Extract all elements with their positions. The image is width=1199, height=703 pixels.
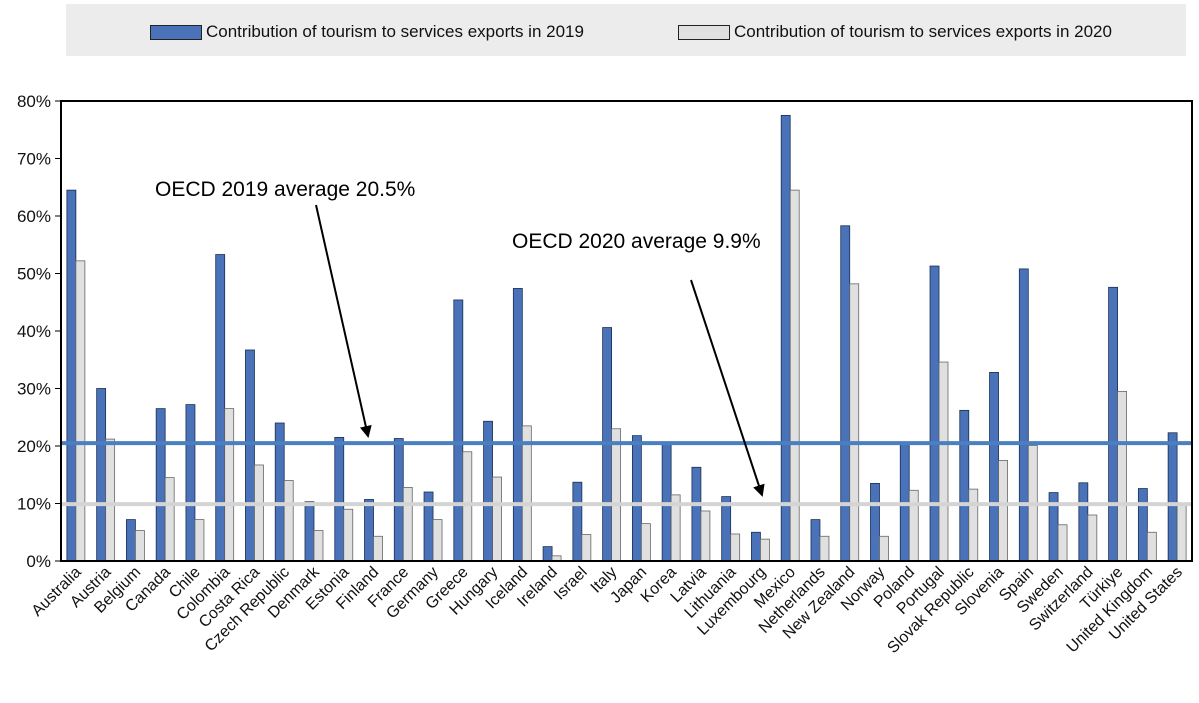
bar-2019 bbox=[453, 299, 464, 562]
x-tick-label: Israel bbox=[551, 564, 591, 604]
bar-2019 bbox=[780, 114, 791, 562]
bar-2020 bbox=[908, 489, 919, 562]
bar-2020 bbox=[998, 459, 1008, 562]
bar-2019 bbox=[1018, 268, 1029, 562]
bar-2019 bbox=[751, 531, 761, 562]
legend-item-2020: Contribution of tourism to services expo… bbox=[678, 22, 1112, 42]
bar-2019 bbox=[721, 496, 732, 562]
bar-2020 bbox=[194, 519, 205, 562]
bar-2019 bbox=[185, 404, 196, 562]
bar-2020 bbox=[105, 438, 116, 562]
bar-2020 bbox=[760, 538, 770, 562]
bar-2019 bbox=[1078, 482, 1089, 562]
y-tick-label: 70% bbox=[17, 150, 51, 169]
annotation-oecd-2019: OECD 2019 average 20.5% bbox=[155, 178, 415, 201]
bar-2019 bbox=[393, 438, 404, 562]
y-tick-label: 30% bbox=[17, 380, 51, 399]
bar-2019 bbox=[155, 408, 166, 562]
bar-2019 bbox=[870, 482, 880, 562]
bar-2019 bbox=[959, 409, 970, 562]
bar-2020 bbox=[879, 535, 889, 562]
bar-2020 bbox=[343, 508, 354, 562]
bar-2020 bbox=[1057, 524, 1068, 562]
bar-2020 bbox=[254, 464, 264, 562]
bar-2019 bbox=[691, 466, 702, 562]
bar-2020 bbox=[1087, 514, 1098, 562]
y-tick-label: 20% bbox=[17, 437, 51, 456]
plot-frame bbox=[60, 100, 1193, 562]
bar-2020 bbox=[313, 530, 324, 562]
y-tick-label: 10% bbox=[17, 495, 51, 514]
bar-2020 bbox=[611, 428, 622, 562]
bar-2019 bbox=[840, 225, 851, 562]
bar-2020 bbox=[432, 519, 443, 562]
bar-2020 bbox=[462, 451, 473, 562]
bar-2020 bbox=[700, 510, 711, 562]
bar-2020 bbox=[75, 260, 86, 562]
legend-swatch-2020 bbox=[678, 24, 730, 40]
y-tick-label: 60% bbox=[17, 207, 51, 226]
bar-2020 bbox=[283, 480, 294, 562]
bar-2020 bbox=[402, 486, 413, 562]
legend: Contribution of tourism to services expo… bbox=[66, 4, 1186, 56]
bar-2019 bbox=[1137, 488, 1148, 562]
bar-2020 bbox=[849, 283, 860, 562]
bar-2020 bbox=[1176, 502, 1187, 562]
legend-swatch-2019 bbox=[150, 24, 202, 40]
bar-2020 bbox=[135, 530, 145, 562]
bar-2020 bbox=[640, 523, 651, 562]
y-tick-label: 40% bbox=[17, 322, 51, 341]
bar-2020 bbox=[968, 488, 979, 562]
bar-2019 bbox=[215, 254, 226, 562]
bar-2020 bbox=[521, 425, 532, 562]
bar-2020 bbox=[581, 534, 592, 562]
bar-2020 bbox=[1117, 390, 1127, 562]
annotation-arrow-2020 bbox=[690, 279, 765, 497]
bar-2020 bbox=[819, 535, 830, 562]
bar-2020 bbox=[938, 361, 949, 562]
bar-2020 bbox=[492, 476, 502, 562]
legend-label-2020: Contribution of tourism to services expo… bbox=[734, 22, 1112, 41]
bar-2019 bbox=[929, 265, 940, 562]
bar-2019 bbox=[96, 388, 107, 562]
bar-2019 bbox=[364, 499, 374, 562]
annotation-oecd-2020: OECD 2020 average 9.9% bbox=[512, 230, 761, 253]
bar-2020 bbox=[373, 535, 383, 562]
bar-2019 bbox=[631, 435, 642, 562]
y-tick-label: 80% bbox=[17, 92, 51, 111]
bar-2020 bbox=[730, 533, 741, 562]
bar-2019 bbox=[1167, 432, 1178, 562]
legend-label-2019: Contribution of tourism to services expo… bbox=[206, 22, 584, 41]
bar-2020 bbox=[164, 477, 175, 562]
y-tick-label: 0% bbox=[26, 552, 51, 571]
bar-2019 bbox=[542, 546, 553, 562]
y-tick-label: 50% bbox=[17, 265, 51, 284]
bar-2020 bbox=[1146, 531, 1157, 562]
annotation-arrow-2019 bbox=[315, 204, 372, 438]
bar-2019 bbox=[334, 436, 345, 562]
bar-2019 bbox=[1108, 286, 1118, 562]
bar-2020 bbox=[224, 408, 235, 562]
bar-2019 bbox=[989, 371, 999, 562]
bar-2019 bbox=[572, 481, 583, 562]
bar-2019 bbox=[810, 519, 821, 562]
bar-2019 bbox=[245, 349, 255, 562]
bar-2019 bbox=[512, 288, 523, 562]
legend-item-2019: Contribution of tourism to services expo… bbox=[150, 22, 584, 42]
bar-2019 bbox=[304, 501, 315, 562]
bar-2019 bbox=[126, 519, 136, 562]
